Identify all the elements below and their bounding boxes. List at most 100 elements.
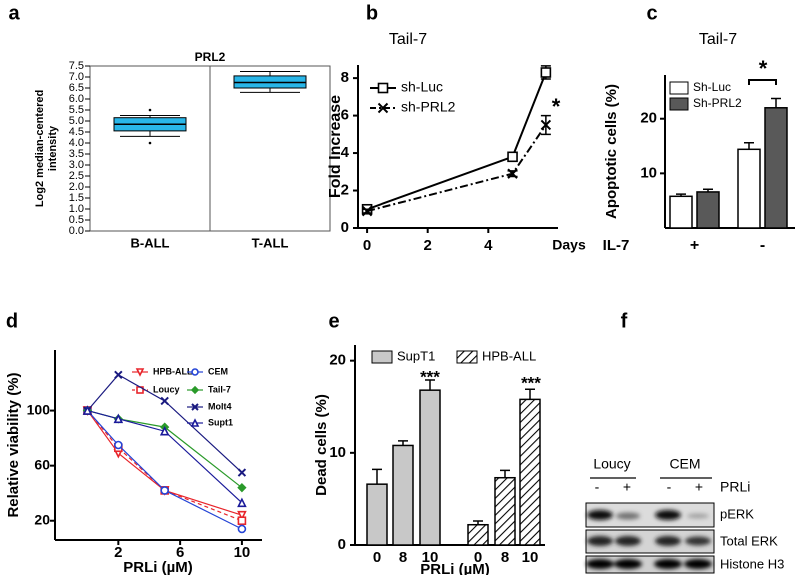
x-axis-label: PRLi (µM) [420,561,489,575]
y-tick-label: 20 [329,352,346,369]
bar [419,389,441,546]
blot-row-label: pERK [720,506,754,521]
y-axis-label: Apoptotic cells (%) [603,84,620,219]
x-tick-label: B-ALL [131,235,170,250]
marker [159,425,170,436]
y-tick-label: 4.0 [69,137,84,149]
blot-group: Loucy [593,456,630,472]
marker [237,497,247,508]
y-tick-label: 10 [329,444,346,461]
significance-bracket [748,79,777,85]
y-tick-label: 1.0 [69,203,84,215]
marker [377,82,389,94]
series-line [86,410,243,516]
legend-label: HPB-ALL [153,366,193,376]
bar [519,398,541,546]
x-tick-label: 2 [424,237,432,254]
y-tick-label: 5.5 [69,104,84,116]
x-tick-label: 0 [474,549,482,566]
y-tick-label: 6 [341,107,349,124]
blot-group: CEM [669,456,700,472]
y-axis-label: intensity [47,125,59,171]
annotation: *** [420,367,440,386]
y-tick-label: 3.5 [69,148,84,160]
series-line [86,374,243,473]
marker [237,483,247,493]
error-bar [744,142,754,150]
error-bar [500,469,510,478]
error-bar [372,468,382,485]
blot-row-label: Total ERK [720,533,778,548]
series-line [87,410,243,504]
bar [669,195,693,229]
marker [191,368,199,376]
y-tick-label: 4 [341,144,350,161]
y-tick-label: 2 [341,181,349,198]
x-axis-label: PRLi (µM) [123,559,192,575]
marker [160,486,169,495]
legend-label: Supt1 [208,417,233,427]
marker [135,368,145,377]
y-tick-label: 0.0 [69,225,84,237]
error-bar [676,193,686,197]
blot-row-label: Histone H3 [720,556,784,571]
error-bar [473,520,483,525]
marker [237,510,247,521]
marker [237,524,247,534]
x-tick-label: 4 [484,237,493,254]
y-tick-label: 3.0 [69,159,84,171]
y-tick-label: 0.5 [69,214,84,226]
y-tick-label: 10 [640,164,657,181]
marker [160,396,169,406]
legend-swatch [456,350,478,364]
flier [148,141,152,145]
legend-label: Tail-7 [208,384,231,394]
y-tick-label: 100 [27,401,51,417]
legend-label: sh-PRL2 [401,99,456,115]
y-tick-label: 8 [341,69,349,86]
legend-label: CEM [208,366,228,376]
marker [507,168,518,179]
marker [114,370,123,379]
blot-image [585,477,715,574]
marker [237,516,247,526]
y-tick-label: 2.0 [69,181,84,193]
x-tick-label: 10 [234,544,251,561]
series-line [86,410,243,522]
x-tick-label: 10 [422,549,439,566]
bar [494,476,516,546]
y-tick-label: 7.0 [69,71,84,83]
marker [540,67,552,78]
y-tick-label: 6.5 [69,82,84,94]
x-tick-label: 8 [501,549,509,566]
legend-label: Molt4 [208,401,232,411]
y-tick-label: 60 [34,456,50,472]
marker [114,440,123,450]
error-bar [398,440,408,446]
y-tick-label: 2.5 [69,170,84,182]
x-tick-label: 10 [522,549,539,566]
annotation: * [759,56,768,81]
marker [191,403,199,411]
x-tick-label: 8 [399,549,407,566]
bar [366,483,388,546]
flier [148,108,152,112]
bar [737,148,761,229]
y-tick-label: 7.5 [69,60,84,72]
marker [540,119,552,131]
legend-swatch [669,97,689,111]
error-bar [525,388,535,400]
chart-title: PRL2 [195,50,226,64]
panel-label: f [621,310,628,332]
y-tick-label: 6.0 [69,93,84,105]
blot-treatment: - [667,479,672,495]
y-tick-label: 5.0 [69,115,84,127]
x-tick-label: 0 [373,549,381,566]
y-axis-label: Log2 median-centered [34,90,46,207]
panel-label: b [366,2,378,24]
marker [190,418,200,427]
blot-treatment: + [623,479,631,495]
legend-label: sh-Luc [401,79,443,95]
y-tick-label: 20 [34,511,50,527]
